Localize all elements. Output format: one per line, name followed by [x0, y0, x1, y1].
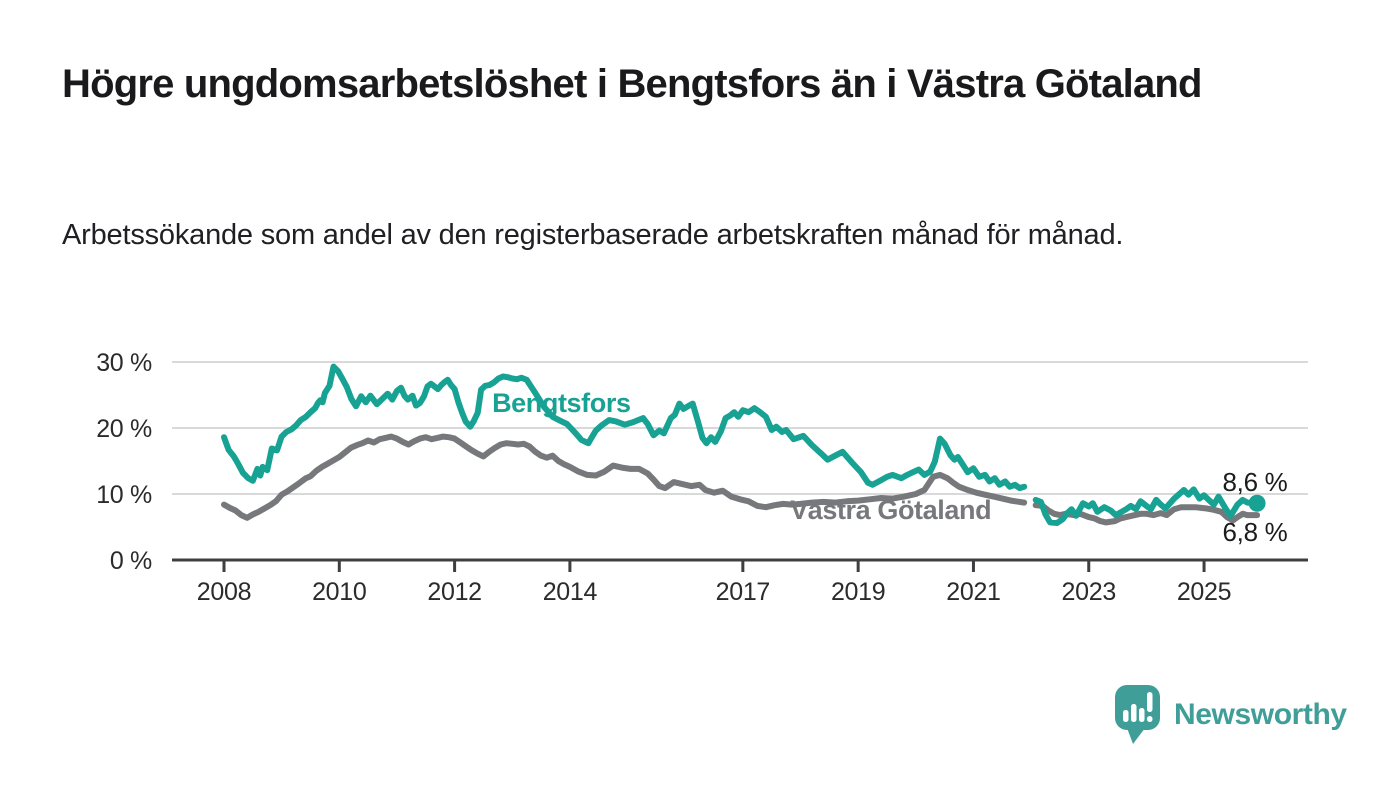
series-label-vastra-gotaland: Västra Götaland	[790, 495, 991, 525]
x-axis-tick-label: 2025	[1177, 578, 1231, 606]
y-axis-tick-label: 0 %	[110, 547, 152, 575]
x-axis-tick-label: 2012	[427, 578, 481, 606]
brand-footer: Newsworthy	[1114, 684, 1347, 746]
end-value-label-vastra-gotaland: 6,8 %	[1222, 517, 1287, 547]
y-axis-tick-label: 20 %	[96, 415, 152, 443]
brand-name: Newsworthy	[1174, 698, 1347, 731]
x-axis-tick-label: 2014	[543, 578, 598, 606]
series-line-vastra-gotaland	[221, 433, 1028, 521]
x-axis-tick-label: 2019	[831, 578, 885, 606]
x-axis-tick-label: 2023	[1062, 578, 1116, 606]
x-axis-tick-label: 2021	[946, 578, 1000, 606]
series-line-vastra-gotaland	[1032, 502, 1261, 526]
newsworthy-logo-icon	[1115, 685, 1160, 744]
series-end-dot-bengtsfors	[1248, 494, 1266, 512]
series-line-bengtsfors	[1032, 486, 1261, 526]
end-value-label-bengtsfors: 8,6 %	[1222, 467, 1287, 497]
page-title: Högre ungdomsarbetslöshet i Bengtsfors ä…	[62, 62, 1202, 106]
x-axis-tick-label: 2008	[197, 578, 251, 606]
y-axis-tick-label: 30 %	[96, 349, 152, 377]
x-axis-tick-label: 2010	[312, 578, 366, 606]
y-axis-tick-label: 10 %	[96, 481, 152, 509]
series-label-bengtsfors: Bengtsfors	[492, 388, 631, 418]
chart-subtitle: Arbetssökande som andel av den registerb…	[62, 219, 1124, 251]
x-axis-tick-label: 2017	[716, 578, 770, 606]
series-line-bengtsfors	[221, 363, 1028, 492]
